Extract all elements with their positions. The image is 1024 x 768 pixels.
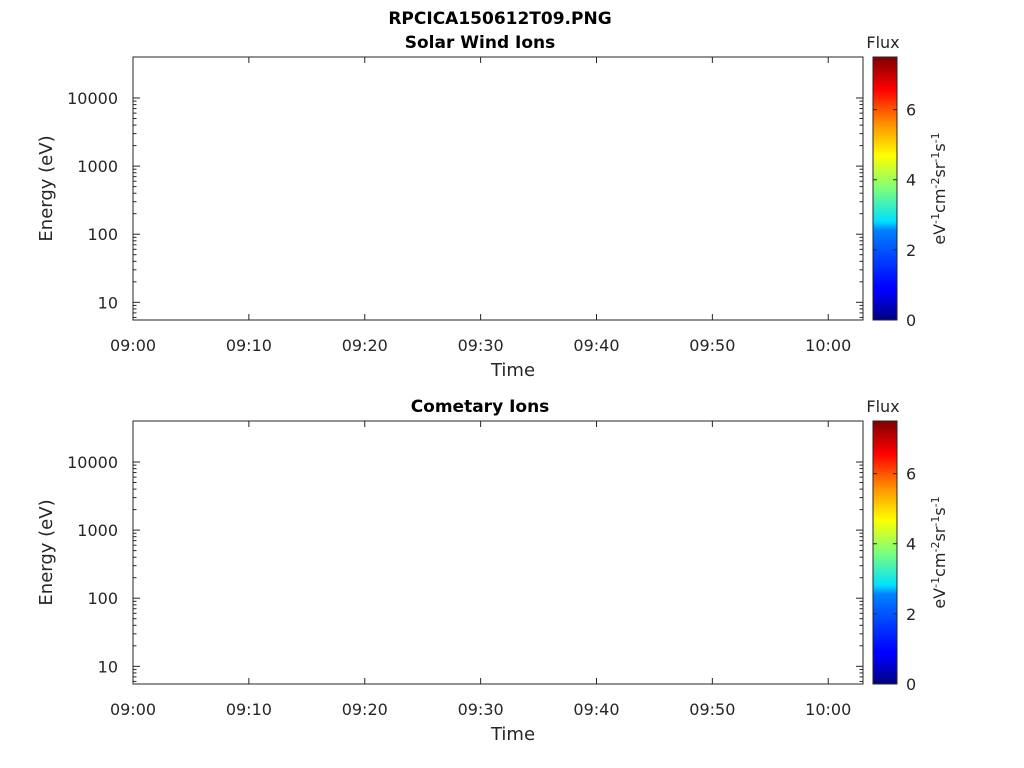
- x-tick-label: 09:30: [458, 700, 504, 719]
- y-tick-label: 10000: [67, 453, 118, 472]
- panel-title: Solar Wind Ions: [405, 33, 556, 53]
- y-tick-label: 10: [98, 657, 118, 676]
- x-tick-label: 09:30: [458, 336, 504, 355]
- x-tick-label: 09:10: [226, 336, 272, 355]
- colorbar-tick-label: 0: [906, 311, 916, 330]
- x-axis-label: Time: [490, 724, 535, 745]
- x-tick-label: 10:00: [805, 700, 851, 719]
- panel-title: Cometary Ions: [411, 397, 550, 417]
- y-tick-label: 10: [98, 293, 118, 312]
- y-tick-label: 1000: [77, 157, 118, 176]
- y-axis-label: Energy (eV): [36, 499, 57, 605]
- plot-frame: [132, 56, 864, 321]
- x-tick-label: 09:00: [110, 700, 156, 719]
- x-tick-label: 09:40: [573, 336, 619, 355]
- colorbar-tick-label: 2: [906, 605, 916, 624]
- x-tick-label: 09:40: [573, 700, 619, 719]
- colorbar-units-label: eV-1cm-2sr-1s-1: [929, 132, 950, 244]
- colorbar-title: Flux: [866, 33, 899, 52]
- colorbar: Flux 0 2 4 6 eV-1cm-2sr-1s-1: [866, 397, 949, 694]
- plot-frame: [132, 420, 864, 685]
- x-tick-label: 10:00: [805, 336, 851, 355]
- panel-2: Cometary Ions 09:00 09:10 09:20 09:30 09:40 09…: [36, 397, 949, 745]
- colorbar-gradient: [872, 56, 898, 321]
- colorbar-title: Flux: [866, 397, 899, 416]
- colorbar-tick-label: 6: [906, 465, 916, 484]
- y-tick-label: 10000: [67, 89, 118, 108]
- colorbar-tick-label: 0: [906, 675, 916, 694]
- y-tick-label: 100: [87, 225, 118, 244]
- x-tick-label: 09:00: [110, 336, 156, 355]
- colorbar: Flux 0 2 4 6 eV-1cm-2sr-1s-1: [866, 33, 949, 330]
- colorbar-units-label: eV-1cm-2sr-1s-1: [929, 496, 950, 608]
- colorbar-tick-label: 6: [906, 101, 916, 120]
- x-tick-label: 09:20: [342, 700, 388, 719]
- figure-title: RPCICA150612T09.PNG: [388, 9, 611, 29]
- x-tick-label: 09:50: [689, 336, 735, 355]
- x-axis-label: Time: [490, 360, 535, 381]
- panel-1: Solar Wind Ions 09:00 09:10 09:20 09:30 09:40…: [36, 33, 949, 381]
- x-tick-label: 09:50: [689, 700, 735, 719]
- panels-container: Solar Wind Ions 09:00 09:10 09:20 09:30 09:40…: [36, 33, 949, 745]
- colorbar-tick-label: 4: [906, 535, 916, 554]
- y-axis-label: Energy (eV): [36, 135, 57, 241]
- x-tick-label: 09:20: [342, 336, 388, 355]
- x-tick-label: 09:10: [226, 700, 272, 719]
- colorbar-tick-label: 2: [906, 241, 916, 260]
- colorbar-gradient: [872, 420, 898, 685]
- colorbar-tick-label: 4: [906, 171, 916, 190]
- y-tick-label: 1000: [77, 521, 118, 540]
- y-tick-label: 100: [87, 589, 118, 608]
